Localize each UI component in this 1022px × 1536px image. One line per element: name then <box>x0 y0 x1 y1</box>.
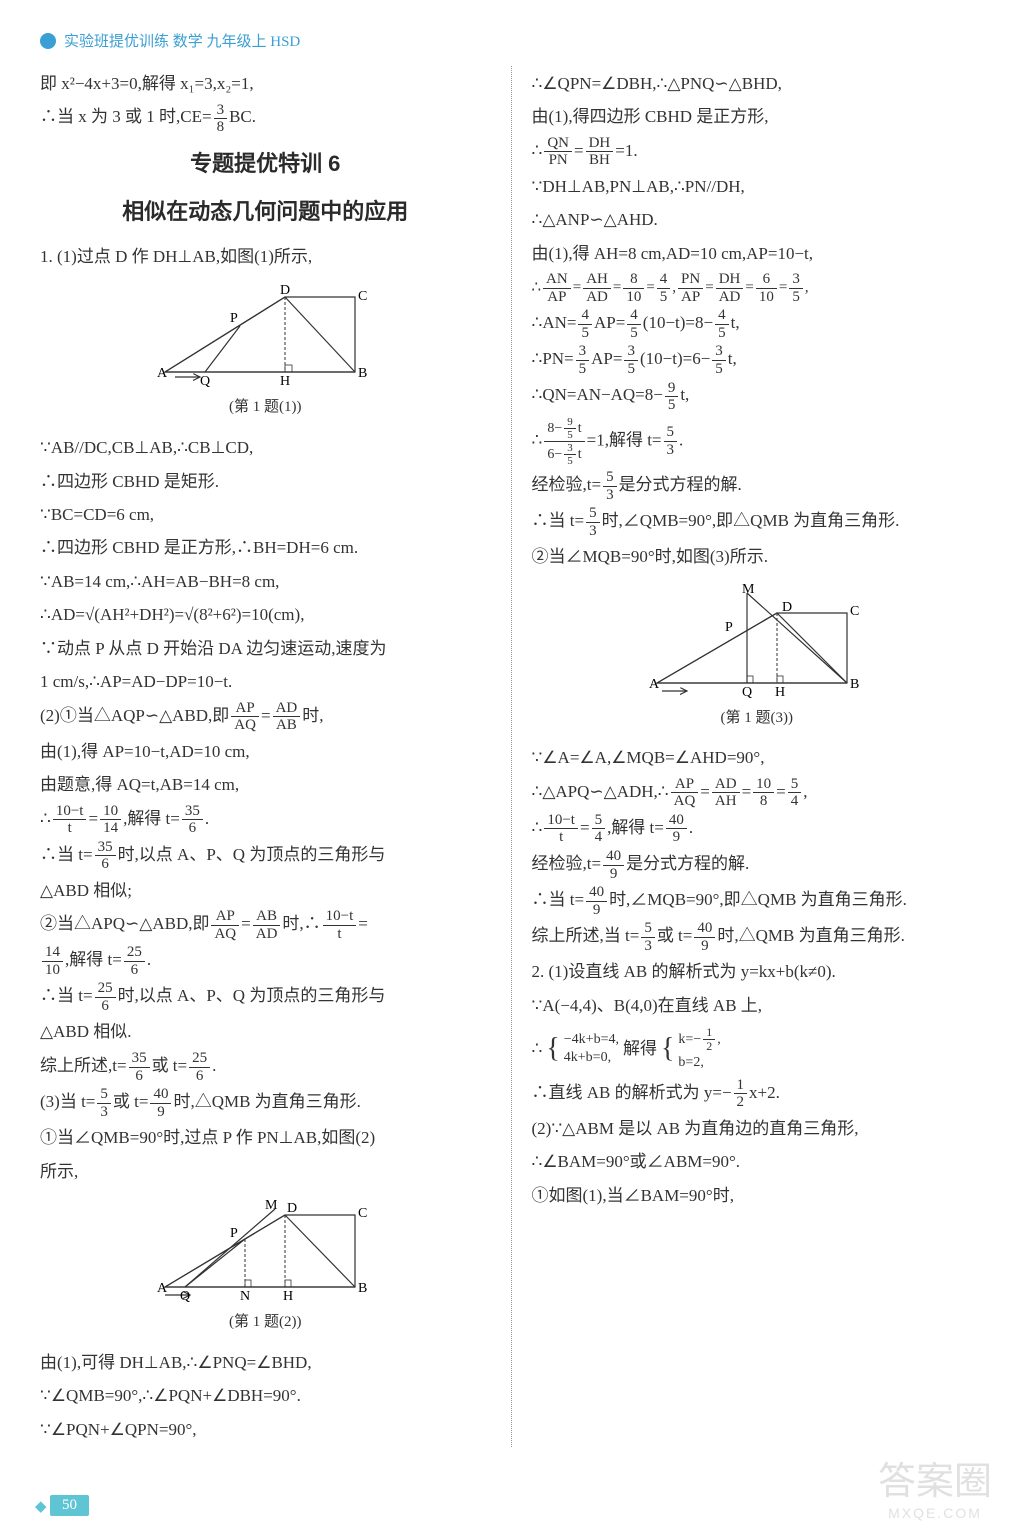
svg-text:D: D <box>287 1201 297 1216</box>
text-line: ∴ANAP=AHAD=810=45,PNAP=DHAD=610=35, <box>532 271 983 305</box>
text-line: 由(1),得四边形 CBHD 是正方形, <box>532 101 983 132</box>
svg-text:B: B <box>358 1281 367 1296</box>
svg-text:M: M <box>742 583 755 597</box>
text-line: 由(1),得 AH=8 cm,AD=10 cm,AP=10−t, <box>532 238 983 269</box>
svg-text:A: A <box>157 1281 168 1296</box>
text-line: 1 cm/s,∴AP=AD−DP=10−t. <box>40 666 491 697</box>
text-line: ∴ { −4k+b=4, 4k+b=0, 解得 { k=−12, b=2, <box>532 1023 983 1075</box>
svg-text:C: C <box>358 1206 367 1221</box>
text-line: ∴△ANP∽△AHD. <box>532 204 983 235</box>
page-header: 实验班提优训练 数学 九年级上 HSD <box>40 30 982 51</box>
text-line: 综上所述,当 t=53或 t=409时,△QMB 为直角三角形. <box>532 920 983 954</box>
svg-text:Q: Q <box>742 685 752 700</box>
label-C: C <box>358 289 367 304</box>
text-line: 由题意,得 AQ=t,AB=14 cm, <box>40 769 491 800</box>
header-text: 实验班提优训练 数学 九年级上 HSD <box>64 30 300 51</box>
header-icon <box>40 33 56 49</box>
svg-text:C: C <box>850 604 859 619</box>
text-line: (3)当 t=53或 t=409时,△QMB 为直角三角形. <box>40 1086 491 1120</box>
text-line: ∵AB=14 cm,∴AH=AB−BH=8 cm, <box>40 566 491 597</box>
label-Q: Q <box>200 374 210 389</box>
text-line: ∴当 x 为 3 或 1 时,CE=38BC. <box>40 101 491 135</box>
figure-caption: (第 1 题(2)) <box>40 1309 491 1337</box>
figure-caption: (第 1 题(3)) <box>532 705 983 733</box>
text-line: ∴10−tt=54,解得 t=409. <box>532 812 983 846</box>
text-line: ②当∠MQB=90°时,如图(3)所示. <box>532 541 983 572</box>
text-line: △ABD 相似; <box>40 875 491 906</box>
svg-text:H: H <box>775 685 785 700</box>
text-line: 1410,解得 t=256. <box>40 944 491 978</box>
text-line: ∴四边形 CBHD 是正方形,∴BH=DH=6 cm. <box>40 532 491 563</box>
figure-1: A B C D P Q H (第 1 题(1)) <box>40 282 491 422</box>
label-A: A <box>157 366 168 381</box>
svg-text:Q: Q <box>180 1289 190 1304</box>
text-line: (2)①当△AQP∽△ABD,即APAQ=ADAB时, <box>40 700 491 734</box>
text-line: 1. (1)过点 D 作 DH⊥AB,如图(1)所示, <box>40 241 491 272</box>
text-line: 即 x²−4x+3=0,解得 x₁=3,x₂=1, <box>40 68 491 99</box>
label-B: B <box>358 366 367 381</box>
text-line: ∴∠BAM=90°或∠ABM=90°. <box>532 1146 983 1177</box>
text-line: ∵A(−4,4)、B(4,0)在直线 AB 上, <box>532 990 983 1021</box>
text-line: ∴8−95t6−35t=1,解得 t=53. <box>532 416 983 467</box>
figure-3: A B C D M P Q H (第 1 题(3)) <box>532 583 983 733</box>
label-H: H <box>280 374 290 389</box>
svg-text:D: D <box>782 600 792 615</box>
text-line: ∴∠QPN=∠DBH,∴△PNQ∽△BHD, <box>532 68 983 99</box>
svg-text:M: M <box>265 1198 278 1213</box>
left-column: 即 x²−4x+3=0,解得 x₁=3,x₂=1, ∴当 x 为 3 或 1 时… <box>40 66 491 1447</box>
label-P: P <box>230 311 238 326</box>
text-line: ∵∠QMB=90°,∴∠PQN+∠DBH=90°. <box>40 1380 491 1411</box>
figure-caption: (第 1 题(1)) <box>40 394 491 422</box>
svg-text:P: P <box>725 620 733 635</box>
figure-2: A B C D M P Q N H (第 1 题(2)) <box>40 1197 491 1337</box>
text-line: ①当∠QMB=90°时,过点 P 作 PN⊥AB,如图(2) <box>40 1122 491 1153</box>
text-line: ∴QN=AN−AQ=8−95t, <box>532 379 983 413</box>
text-line: ∵∠PQN+∠QPN=90°, <box>40 1414 491 1445</box>
column-divider <box>511 66 512 1447</box>
text-line: ∵DH⊥AB,PN⊥AB,∴PN//DH, <box>532 171 983 202</box>
text-line: ①如图(1),当∠BAM=90°时, <box>532 1180 983 1211</box>
svg-text:A: A <box>649 677 660 692</box>
text-line: 由(1),可得 DH⊥AB,∴∠PNQ=∠BHD, <box>40 1347 491 1378</box>
text-line: ∴QNPN=DHBH=1. <box>532 135 983 169</box>
text-line: ∵AB//DC,CB⊥AB,∴CB⊥CD, <box>40 432 491 463</box>
text-line: ∴PN=35AP=35(10−t)=6−35t, <box>532 343 983 377</box>
text-line: ∴当 t=409时,∠MQB=90°,即△QMB 为直角三角形. <box>532 884 983 918</box>
text-line: 综上所述,t=356或 t=256. <box>40 1050 491 1084</box>
right-column: ∴∠QPN=∠DBH,∴△PNQ∽△BHD, 由(1),得四边形 CBHD 是正… <box>532 66 983 1447</box>
text-line: ∴AN=45AP=45(10−t)=8−45t, <box>532 307 983 341</box>
watermark: 答案圈 MXQE.COM <box>878 1450 992 1521</box>
text-line: ∴△APQ∽△ADH,∴APAQ=ADAH=108=54, <box>532 776 983 810</box>
svg-text:P: P <box>230 1226 238 1241</box>
text-line: ∴当 t=53时,∠QMB=90°,即△QMB 为直角三角形. <box>532 505 983 539</box>
text-line: (2)∵△ABM 是以 AB 为直角边的直角三角形, <box>532 1113 983 1144</box>
text-line: ②当△APQ∽△ABD,即APAQ=ABAD时,∴10−tt= <box>40 908 491 942</box>
text-line: 由(1),得 AP=10−t,AD=10 cm, <box>40 736 491 767</box>
section-title: 专题提优特训 6 <box>40 144 491 185</box>
text-line: ∴四边形 CBHD 是矩形. <box>40 466 491 497</box>
text-line: ∵BC=CD=6 cm, <box>40 499 491 530</box>
svg-text:N: N <box>240 1289 250 1304</box>
text-line: 2. (1)设直线 AB 的解析式为 y=kx+b(k≠0). <box>532 956 983 987</box>
page-number: 50 <box>50 1495 89 1516</box>
section-subtitle: 相似在动态几何问题中的应用 <box>40 192 491 233</box>
text-line: ∴当 t=256时,以点 A、P、Q 为顶点的三角形与 <box>40 980 491 1014</box>
content-area: 即 x²−4x+3=0,解得 x₁=3,x₂=1, ∴当 x 为 3 或 1 时… <box>40 66 982 1447</box>
text-line: ∵动点 P 从点 D 开始沿 DA 边匀速运动,速度为 <box>40 633 491 664</box>
text-line: 经检验,t=53是分式方程的解. <box>532 469 983 503</box>
text-line: ∵∠A=∠A,∠MQB=∠AHD=90°, <box>532 742 983 773</box>
svg-text:H: H <box>283 1289 293 1304</box>
text-line: ∴10−tt=1014,解得 t=356. <box>40 803 491 837</box>
text-line: △ABD 相似. <box>40 1016 491 1047</box>
text-line: ∴AD=√(AH²+DH²)=√(8²+6²)=10(cm), <box>40 599 491 630</box>
label-D: D <box>280 283 290 298</box>
svg-text:B: B <box>850 677 859 692</box>
text-line: 经检验,t=409是分式方程的解. <box>532 848 983 882</box>
text-line: ∴直线 AB 的解析式为 y=−12x+2. <box>532 1077 983 1111</box>
text-line: 所示, <box>40 1156 491 1187</box>
text-line: ∴当 t=356时,以点 A、P、Q 为顶点的三角形与 <box>40 839 491 873</box>
